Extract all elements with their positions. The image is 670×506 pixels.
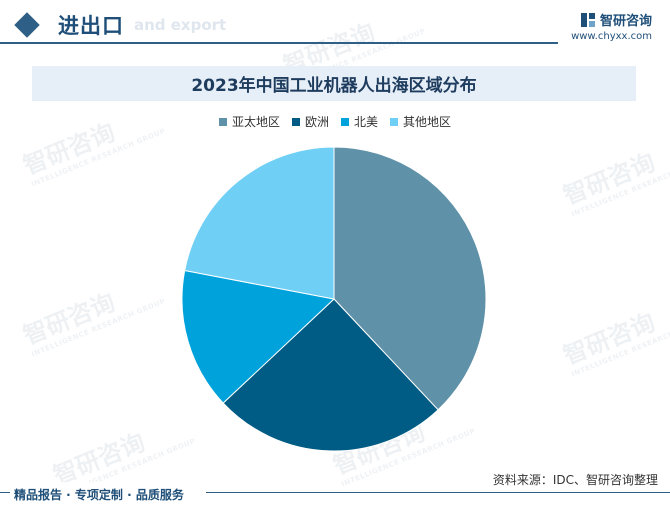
legend-swatch xyxy=(341,117,349,126)
footer-source: 资料来源：IDC、智研咨询整理 xyxy=(492,473,658,487)
legend-swatch xyxy=(390,117,399,126)
legend-item: 欧洲 xyxy=(291,113,329,130)
legend-label: 欧洲 xyxy=(304,115,329,129)
pie-slice-3 xyxy=(181,269,336,404)
section-title: 进出口 xyxy=(58,14,124,38)
header-divider xyxy=(0,42,558,44)
pie-slice-2 xyxy=(222,298,439,452)
brand-logo: 智研咨询 www.chyxx.com xyxy=(542,10,652,42)
footer-slogan: 精品报告 · 专项定制 · 品质服务 xyxy=(14,488,184,502)
brand-name: 智研咨询 xyxy=(599,14,652,29)
chart-title: 2023年中国工业机器人出海区域分布 xyxy=(191,76,477,96)
legend-item: 亚太地区 xyxy=(218,113,280,130)
pie-slice-4 xyxy=(184,146,335,300)
legend-item: 其他地区 xyxy=(390,113,451,130)
legend-label: 亚太地区 xyxy=(231,115,280,129)
footer-divider xyxy=(0,492,670,493)
section-subtitle: and export xyxy=(134,16,227,34)
legend-label: 其他地区 xyxy=(403,115,452,129)
chart-title-bar: 2023年中国工业机器人出海区域分布 xyxy=(32,66,636,101)
legend-item: 北美 xyxy=(341,113,378,130)
legend-swatch xyxy=(291,117,300,126)
brand-logo-icon xyxy=(580,12,595,27)
legend-label: 北美 xyxy=(354,115,379,129)
legend-swatch xyxy=(218,117,227,126)
pie-slice-1 xyxy=(333,146,487,411)
brand-url: www.chyxx.com xyxy=(571,31,652,42)
chart-legend: 亚太地区 欧洲 北美 其他地区 xyxy=(0,113,670,130)
